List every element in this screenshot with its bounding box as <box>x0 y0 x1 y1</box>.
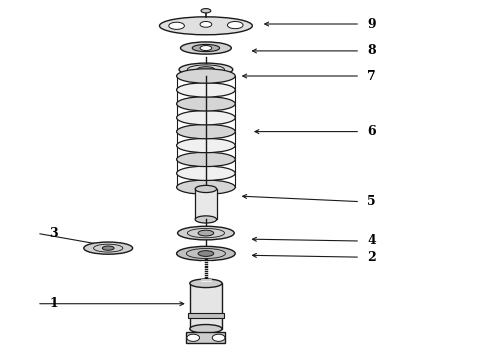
Ellipse shape <box>176 96 235 111</box>
Ellipse shape <box>169 22 184 30</box>
Bar <box>195 189 217 220</box>
Ellipse shape <box>197 67 215 72</box>
Bar <box>186 332 225 343</box>
Ellipse shape <box>177 226 234 240</box>
Ellipse shape <box>176 152 235 167</box>
Ellipse shape <box>176 180 235 194</box>
Ellipse shape <box>195 185 217 193</box>
Ellipse shape <box>176 166 235 180</box>
Text: 3: 3 <box>49 227 58 240</box>
Ellipse shape <box>102 246 114 250</box>
Ellipse shape <box>227 22 243 29</box>
Ellipse shape <box>84 242 133 254</box>
Ellipse shape <box>192 44 220 51</box>
Text: 9: 9 <box>367 18 376 31</box>
Ellipse shape <box>176 246 235 261</box>
Ellipse shape <box>159 17 252 35</box>
Ellipse shape <box>190 324 222 333</box>
Ellipse shape <box>190 279 222 288</box>
Bar <box>190 283 222 329</box>
Text: 2: 2 <box>367 251 376 264</box>
Ellipse shape <box>176 125 235 139</box>
Bar <box>188 313 223 318</box>
Ellipse shape <box>187 334 199 341</box>
Ellipse shape <box>200 45 212 50</box>
Ellipse shape <box>201 9 211 13</box>
Text: 6: 6 <box>367 125 376 138</box>
Ellipse shape <box>176 83 235 97</box>
Ellipse shape <box>179 63 233 76</box>
Text: 4: 4 <box>367 234 376 247</box>
Text: 8: 8 <box>367 44 376 57</box>
Ellipse shape <box>212 334 225 341</box>
Text: 1: 1 <box>49 297 58 310</box>
Text: 5: 5 <box>367 195 376 208</box>
Ellipse shape <box>200 22 212 27</box>
Text: 7: 7 <box>367 69 376 82</box>
Ellipse shape <box>176 138 235 153</box>
Ellipse shape <box>198 230 214 236</box>
Ellipse shape <box>180 42 231 54</box>
Ellipse shape <box>198 251 214 256</box>
Ellipse shape <box>176 69 235 83</box>
Ellipse shape <box>195 216 217 223</box>
Ellipse shape <box>176 111 235 125</box>
